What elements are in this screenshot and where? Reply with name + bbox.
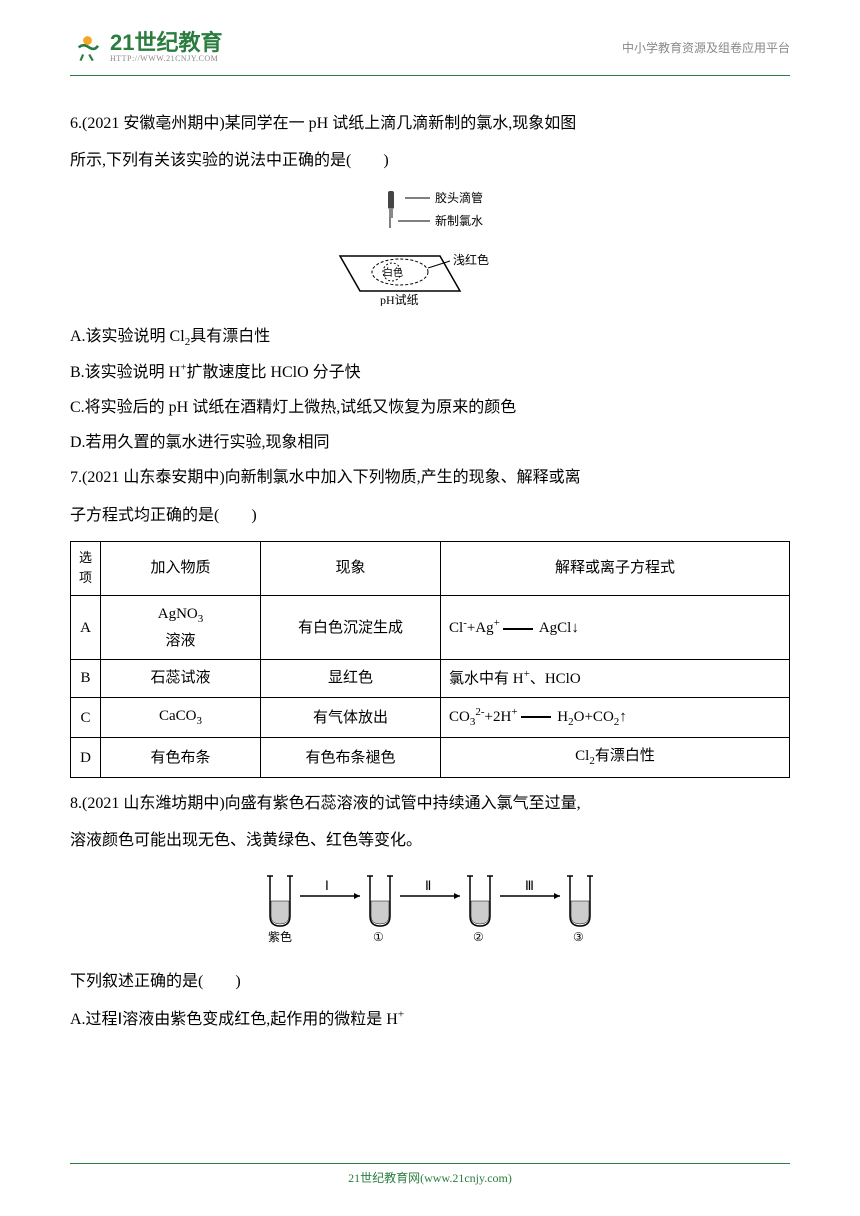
q7-line2: 子方程式均正确的是( ) (70, 498, 790, 533)
tube-2: ① (367, 876, 393, 944)
table-row: A AgNO3溶液 有白色沉淀生成 Cl-+Ag+ AgCl↓ (71, 596, 790, 660)
cell-explain: Cl2有漂白性 (441, 738, 790, 778)
q6-optB: B.该实验说明 H+扩散速度比 HClO 分子快 (70, 355, 790, 390)
footer-divider (70, 1163, 790, 1164)
q6-optC: C.将实验后的 pH 试纸在酒精灯上微热,试纸又恢复为原来的颜色 (70, 390, 790, 425)
cell-substance: CaCO3 (101, 697, 261, 738)
cell-substance: 石蕊试液 (101, 659, 261, 697)
svg-text:③: ③ (573, 930, 584, 944)
q7-line1: 7.(2021 山东泰安期中)向新制氯水中加入下列物质,产生的现象、解释或离 (70, 460, 790, 495)
svg-text:Ⅱ: Ⅱ (425, 878, 431, 893)
tube-4: ③ (567, 876, 593, 944)
cell-opt: B (71, 659, 101, 697)
svg-text:Ⅲ: Ⅲ (525, 878, 534, 893)
table-row: B 石蕊试液 显红色 氯水中有 H+、HClO (71, 659, 790, 697)
q8-diagram: 紫色 Ⅰ ① Ⅱ ② Ⅲ ③ (70, 866, 790, 956)
cell-substance: 有色布条 (101, 738, 261, 778)
table-row: C CaCO3 有气体放出 CO32-+2H+ H2O+CO2↑ (71, 697, 790, 738)
page-footer: 21世纪教育网(www.21cnjy.com) (70, 1163, 790, 1186)
q6-diagram: 胶头滴管 新制氯水 白色 浅红色 pH试纸 (70, 186, 790, 311)
label-white: 白色 (383, 266, 403, 279)
q8-line2: 溶液颜色可能出现无色、浅黄绿色、红色等变化。 (70, 823, 790, 858)
svg-text:Ⅰ: Ⅰ (325, 878, 329, 893)
page-header: 21世纪教育 HTTP://WWW.21CNJY.COM 中小学教育资源及组卷应… (70, 30, 790, 65)
logo-text-block: 21世纪教育 HTTP://WWW.21CNJY.COM (110, 32, 222, 63)
cell-explain: 氯水中有 H+、HClO (441, 659, 790, 697)
tube-3: ② (467, 876, 493, 944)
cell-phenomenon: 有白色沉淀生成 (261, 596, 441, 660)
q8-line1: 8.(2021 山东潍坊期中)向盛有紫色石蕊溶液的试管中持续通入氯气至过量, (70, 786, 790, 821)
th-option: 选项 (71, 541, 101, 596)
q8-line3: 下列叙述正确的是( ) (70, 964, 790, 999)
logo-main-text: 21世纪教育 (110, 32, 222, 54)
q6-line1: 6.(2021 安徽亳州期中)某同学在一 pH 试纸上滴几滴新制的氯水,现象如图 (70, 106, 790, 141)
cell-phenomenon: 显红色 (261, 659, 441, 697)
cell-opt: C (71, 697, 101, 738)
table-row: D 有色布条 有色布条褪色 Cl2有漂白性 (71, 738, 790, 778)
th-substance: 加入物质 (101, 541, 261, 596)
logo-sub-text: HTTP://WWW.21CNJY.COM (110, 54, 222, 63)
q6-line2: 所示,下列有关该实验的说法中正确的是( ) (70, 143, 790, 178)
svg-text:②: ② (473, 930, 484, 944)
th-explain: 解释或离子方程式 (441, 541, 790, 596)
cell-phenomenon: 有气体放出 (261, 697, 441, 738)
label-paper: pH试纸 (380, 292, 419, 306)
cell-opt: D (71, 738, 101, 778)
q7-table: 选项 加入物质 现象 解释或离子方程式 A AgNO3溶液 有白色沉淀生成 Cl… (70, 541, 790, 778)
cell-substance: AgNO3溶液 (101, 596, 261, 660)
svg-text:紫色: 紫色 (268, 930, 292, 944)
cell-explain: CO32-+2H+ H2O+CO2↑ (441, 697, 790, 738)
footer-text: 21世纪教育网(www.21cnjy.com) (70, 1169, 790, 1186)
tube-1: 紫色 (267, 876, 293, 944)
cell-explain: Cl-+Ag+ AgCl↓ (441, 596, 790, 660)
header-divider (70, 75, 790, 76)
q6-optA: A.该实验说明 Cl2具有漂白性 (70, 319, 790, 354)
logo: 21世纪教育 HTTP://WWW.21CNJY.COM (70, 30, 222, 65)
q8-optA: A.过程Ⅰ溶液由紫色变成红色,起作用的微粒是 H+ (70, 1002, 790, 1037)
header-right-text: 中小学教育资源及组卷应用平台 (622, 39, 790, 56)
th-phenomenon: 现象 (261, 541, 441, 596)
svg-text:①: ① (373, 930, 384, 944)
logo-icon (70, 30, 105, 65)
cell-phenomenon: 有色布条褪色 (261, 738, 441, 778)
label-dropper: 胶头滴管 (435, 190, 483, 205)
q6-optD: D.若用久置的氯水进行实验,现象相同 (70, 425, 790, 460)
cell-opt: A (71, 596, 101, 660)
label-lightred: 浅红色 (453, 252, 489, 267)
label-water: 新制氯水 (435, 213, 483, 228)
table-header-row: 选项 加入物质 现象 解释或离子方程式 (71, 541, 790, 596)
